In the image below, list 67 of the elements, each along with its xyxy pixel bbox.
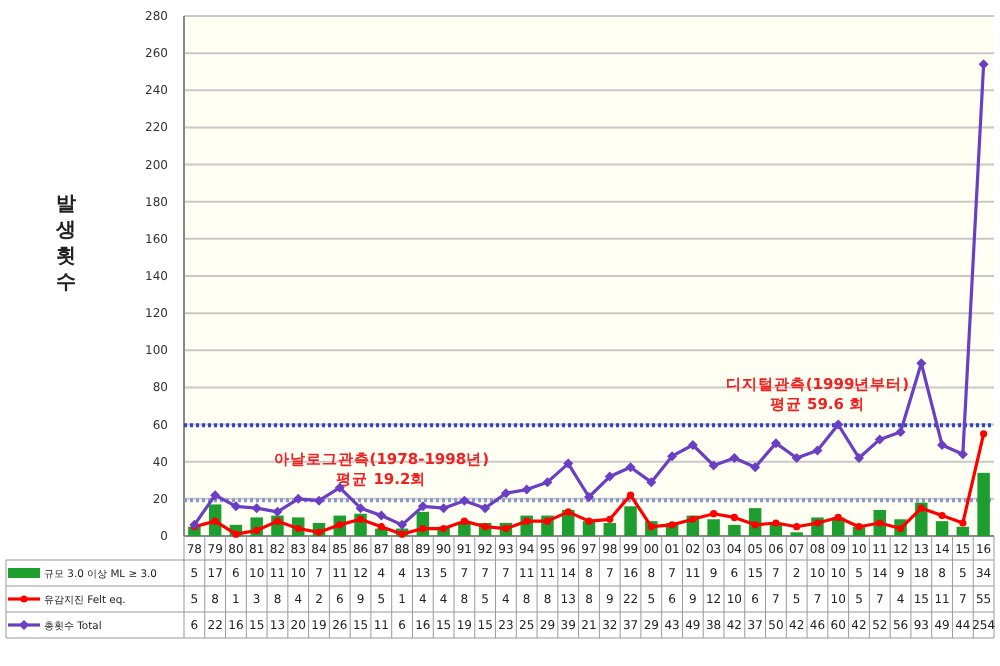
point [959,519,967,527]
point [689,515,697,523]
point [646,477,657,488]
point [730,513,738,522]
bar [707,519,720,536]
point [314,495,324,506]
point [793,523,801,531]
point [710,510,718,518]
point [604,471,615,482]
bar [728,524,741,536]
point [500,488,511,499]
point [481,523,489,531]
point [750,462,761,473]
y-axis-title: 발생 횟수 [54,194,76,294]
point [626,491,635,499]
point [460,517,468,525]
point [272,506,283,517]
point [606,515,614,523]
bar [977,472,990,536]
point [523,517,531,525]
point [315,528,323,536]
bar [624,506,637,536]
point [874,434,885,445]
point [834,513,842,522]
point [625,462,636,473]
point [687,440,698,450]
point [564,508,572,516]
point [791,453,802,463]
bar [935,521,949,536]
point [438,503,449,514]
point [708,460,719,471]
bar [956,526,970,536]
bar [603,523,616,536]
point [230,501,241,512]
point [232,530,240,538]
point [917,504,925,512]
point [480,503,491,514]
point [980,430,988,438]
point [417,501,428,512]
point [542,477,553,488]
point [355,503,366,514]
point [854,453,864,463]
point [397,519,408,530]
point [772,519,780,527]
point [521,484,532,495]
point [895,427,906,437]
point [855,523,863,531]
point [356,515,365,523]
point [459,495,470,506]
point [770,438,781,449]
point [668,521,676,529]
point [957,449,968,460]
point [812,445,823,456]
point [210,490,221,501]
point [563,458,574,469]
point [729,453,740,463]
point [833,419,844,430]
point [376,510,387,521]
point [419,524,427,533]
point [584,492,594,502]
point [293,493,304,504]
point [667,451,678,462]
point [938,511,946,520]
point [377,523,385,531]
point [251,503,262,514]
point [585,517,593,525]
point [937,440,948,450]
